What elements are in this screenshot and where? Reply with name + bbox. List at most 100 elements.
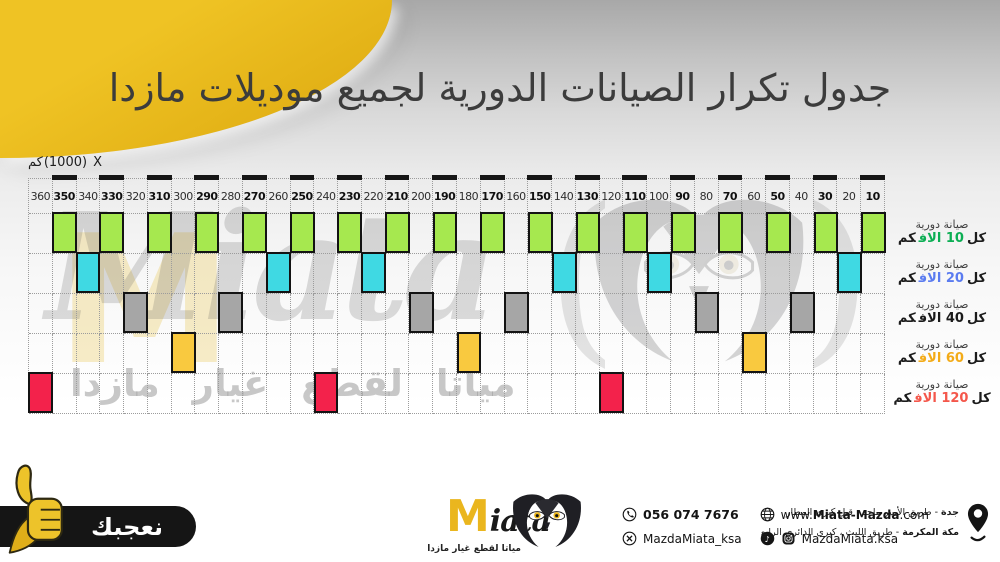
grid-cell xyxy=(457,254,481,294)
grid-cell xyxy=(861,294,885,334)
grid-cell xyxy=(52,334,77,374)
phone-number: 056 074 7676 xyxy=(643,507,739,522)
legend-every-60k: صيانة دورية كل60 الافكم xyxy=(886,333,998,373)
grid-cell xyxy=(124,334,148,374)
grid-cell xyxy=(385,254,410,294)
tick-bar xyxy=(51,175,77,180)
instagram-icon xyxy=(782,532,795,545)
grid-cell xyxy=(100,254,125,294)
maintenance-block-every-10k-350 xyxy=(51,212,77,253)
grid-cell xyxy=(314,294,339,334)
tick-bar xyxy=(574,175,600,180)
grid-cell xyxy=(528,294,553,334)
website-domain: Miata-Mazda xyxy=(812,507,900,522)
legend-every-20k: صيانة دورية كل20 الافكم xyxy=(886,253,998,293)
grid-cell xyxy=(861,374,885,414)
maintenance-block-every-40k-280 xyxy=(218,292,244,333)
maintenance-block-every-40k-80 xyxy=(694,292,720,333)
x-handle: MazdaMiata_ksa xyxy=(643,531,742,546)
maintenance-block-every-40k-320 xyxy=(123,292,149,333)
grid-cell xyxy=(504,374,529,414)
grid-cell xyxy=(385,374,410,414)
maintenance-block-every-20k-220 xyxy=(361,252,387,293)
grid-cell xyxy=(766,374,790,414)
grid-cell xyxy=(575,374,600,414)
contact-phone[interactable]: 056 074 7676 xyxy=(622,507,742,522)
grid-cell xyxy=(433,294,457,334)
grid-cell xyxy=(219,374,243,414)
axis-column-320: 320 xyxy=(124,179,148,214)
maintenance-block-every-120k-360 xyxy=(28,372,53,413)
grid-cell xyxy=(433,374,457,414)
grid-cell xyxy=(671,374,695,414)
legend-every-40k: صيانة دورية كل40 الافكم xyxy=(886,293,998,333)
contact-x[interactable]: MazdaMiata_ksa xyxy=(622,531,742,546)
grid-cell xyxy=(361,294,386,334)
grid-cell xyxy=(409,374,434,414)
grid-cell xyxy=(647,374,671,414)
grid-cell xyxy=(837,334,862,374)
grid-cell xyxy=(52,294,77,334)
address-block: جدة - طريق الأمير ماجد ، قبل كبري المطار… xyxy=(761,502,990,544)
grid-cell xyxy=(480,254,505,294)
grid-cell xyxy=(861,334,885,374)
tick-bar xyxy=(146,175,172,180)
axis-column-160: 160 xyxy=(504,179,529,214)
maintenance-block-every-10k-50 xyxy=(765,212,791,253)
axis-unit-x: X xyxy=(93,155,103,170)
legend-prefix: صيانة دورية xyxy=(915,337,969,351)
maintenance-block-every-60k-60 xyxy=(742,332,767,373)
grid-cell xyxy=(385,334,410,374)
grid-cell xyxy=(552,374,576,414)
page-title: جدول تكرار الصيانات الدورية لجميع موديلا… xyxy=(108,66,892,110)
grid-cell xyxy=(171,254,196,294)
maintenance-block-every-10k-230 xyxy=(337,212,363,253)
axis-column-220: 220 xyxy=(361,179,386,214)
grid-cell xyxy=(361,374,386,414)
maintenance-block-every-10k-330 xyxy=(99,212,125,253)
tick-bar xyxy=(337,175,362,180)
website-suffix: .com xyxy=(899,507,929,522)
grid-cell xyxy=(433,254,457,294)
maintenance-block-every-40k-160 xyxy=(504,292,529,333)
grid-cell xyxy=(266,334,291,374)
legend-prefix: صيانة دورية xyxy=(915,217,969,231)
contact-social[interactable]: ♪ MazdaMiata.ksa xyxy=(760,531,929,546)
grid-cell xyxy=(147,374,172,414)
grid-cell xyxy=(623,374,648,414)
maintenance-block-every-10k-290 xyxy=(194,212,220,253)
maintenance-block-every-20k-340 xyxy=(75,252,101,293)
maintenance-block-every-20k-20 xyxy=(837,252,863,293)
grid-cell xyxy=(480,294,505,334)
location-pin-icon xyxy=(967,503,989,542)
axis-column-360: 360 xyxy=(29,179,53,214)
tick-bar xyxy=(479,175,505,180)
axis-column-200: 200 xyxy=(409,179,434,214)
maintenance-block-every-60k-180 xyxy=(456,332,482,373)
globe-icon xyxy=(760,507,775,522)
legend-every-10k: صيانة دورية كل10 الافكم xyxy=(886,213,998,253)
grid-cell xyxy=(52,374,77,414)
grid-cell xyxy=(789,374,814,414)
maintenance-block-every-10k-250 xyxy=(289,212,315,253)
axis-column-240: 240 xyxy=(314,179,339,214)
grid-cell xyxy=(457,374,481,414)
contact-website[interactable]: www.Miata-Mazda.com xyxy=(760,507,929,522)
axis-unit-km: كم xyxy=(28,155,43,170)
grid-cell xyxy=(76,374,101,414)
grid-cell xyxy=(694,374,719,414)
whatsapp-icon xyxy=(622,507,637,522)
tick-bar xyxy=(289,175,315,180)
maintenance-block-every-10k-270 xyxy=(242,212,268,253)
grid-cell xyxy=(76,334,101,374)
svg-text:♪: ♪ xyxy=(764,534,769,544)
grid-cell xyxy=(76,294,101,334)
brand-m-letter: M xyxy=(446,491,490,542)
grid-cell xyxy=(100,374,125,414)
legend-interval: كل40 الافكم xyxy=(897,311,987,327)
grid-cell xyxy=(243,374,267,414)
grid-cell xyxy=(861,254,885,294)
grid-cell xyxy=(338,294,362,334)
maintenance-block-every-10k-130 xyxy=(575,212,601,253)
